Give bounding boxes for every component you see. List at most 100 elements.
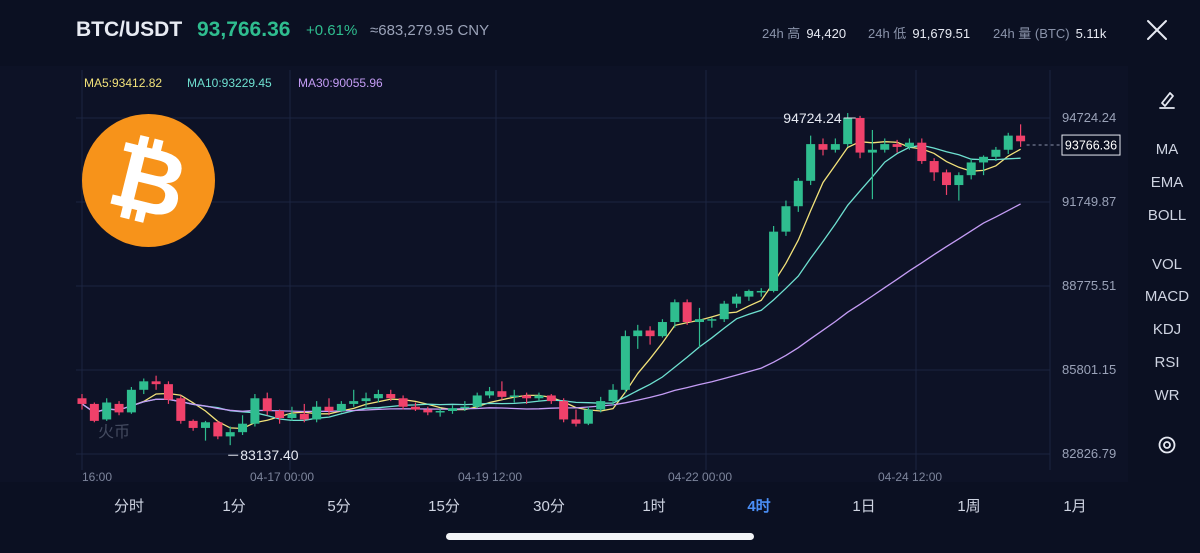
candle-body (139, 381, 149, 390)
x-tick-label: 04-24 12:00 (878, 470, 942, 484)
indicator-vol[interactable]: VOL (1151, 256, 1182, 273)
candle-body (102, 402, 112, 420)
candle-body (485, 391, 495, 396)
tab-4h[interactable]: 4时 (747, 498, 771, 515)
ma-lines (81, 141, 1021, 430)
candle-body (645, 330, 655, 337)
candle-body (571, 419, 581, 424)
candle-body (657, 322, 667, 337)
watermark-logo: 火币 (98, 424, 131, 441)
candle-body (719, 303, 729, 320)
ma5-line (81, 141, 1021, 430)
indicator-boll[interactable]: BOLL (1147, 207, 1187, 224)
candle-body (250, 398, 260, 424)
y-tick-label: 94724.24 (1062, 110, 1116, 125)
candle-body (670, 302, 680, 323)
candle-body (299, 413, 309, 420)
candle-body (904, 142, 914, 147)
candle-body (559, 401, 569, 420)
home-indicator[interactable] (446, 533, 754, 540)
candle-body (929, 161, 939, 173)
indicator-sidebar: MA EMA BOLL VOL MACD KDJ RSI WR (1128, 66, 1200, 486)
candle-body (942, 172, 951, 186)
candle-body (460, 406, 470, 409)
tab-1m[interactable]: 1分 (222, 498, 246, 515)
candle-body (732, 296, 742, 304)
tab-1h[interactable]: 1时 (642, 498, 666, 515)
candle-body (954, 175, 964, 186)
candle-body (608, 389, 618, 402)
candle-body (769, 231, 779, 291)
candle-body (126, 389, 136, 413)
candle-body (756, 290, 766, 293)
candle-body (917, 142, 927, 162)
candle-body (287, 413, 297, 419)
current-price-label: 93766.36 (1065, 139, 1117, 153)
stat-label: 24h 高 (762, 26, 801, 41)
tab-1d[interactable]: 1日 (852, 498, 876, 515)
candle-body (830, 144, 840, 150)
indicator-rsi[interactable]: RSI (1154, 354, 1180, 371)
indicator-ma[interactable]: MA (1155, 141, 1179, 158)
pen-icon[interactable] (1157, 90, 1177, 110)
cny-price: ≈683,279.95 CNY (370, 22, 490, 39)
indicator-kdj[interactable]: KDJ (1152, 321, 1182, 338)
stat-label: 24h 量 (BTC) (993, 26, 1070, 41)
candle-body (225, 432, 235, 437)
candle-body (843, 118, 853, 145)
candle-body (213, 422, 223, 437)
stat-value: 91,679.51 (912, 26, 971, 41)
annotations: 93766.36 94724.24 83137.40 (228, 110, 1121, 463)
ma30-legend: MA30:90055.96 (298, 76, 383, 90)
candle-body (386, 394, 396, 399)
candle-body (373, 394, 383, 399)
last-price: 93,766.36 (197, 18, 291, 41)
chart-grid (76, 70, 1051, 470)
tab-5m[interactable]: 5分 (327, 498, 351, 515)
indicator-wr[interactable]: WR (1154, 387, 1180, 404)
candle-body (262, 398, 272, 411)
tab-15m[interactable]: 15分 (428, 498, 460, 515)
tab-30m[interactable]: 30分 (533, 498, 565, 515)
candle-body (806, 144, 816, 181)
x-tick-label: 16:00 (82, 470, 112, 484)
candle-body (410, 406, 420, 410)
close-icon[interactable] (1146, 19, 1168, 41)
header: BTC/USDT 93,766.36 +0.61% ≈683,279.95 CN… (0, 0, 1200, 62)
candle-body (398, 398, 408, 407)
candle-body (966, 162, 976, 176)
tab-timeline[interactable]: 分时 (113, 498, 145, 515)
candle-body (522, 395, 532, 399)
stat-label: 24h 低 (868, 26, 907, 41)
candle-body (275, 410, 285, 419)
pair-title[interactable]: BTC/USDT (76, 18, 183, 41)
candle-body (89, 403, 99, 421)
price-change: +0.61% (306, 22, 358, 39)
candle-body (77, 398, 87, 404)
candle-body (114, 403, 124, 413)
x-tick-label: 04-19 12:00 (458, 470, 522, 484)
candle-body (534, 395, 544, 399)
gear-icon[interactable] (1157, 435, 1177, 455)
kline-chart[interactable]: 93766.36 94724.24 83137.40 94724.24 91749.8… (0, 66, 1128, 486)
y-tick-label: 82826.79 (1062, 446, 1116, 461)
stat-24h-volume: 24h 量 (BTC) 5.11k (993, 23, 1106, 42)
candle-body (1016, 135, 1026, 142)
candle-body (546, 395, 556, 402)
tab-1w[interactable]: 1周 (957, 498, 981, 515)
stat-24h-high: 24h 高 94,420 (762, 23, 846, 42)
candle-body (682, 302, 692, 323)
candle-body (176, 398, 186, 421)
y-tick-label: 91749.87 (1062, 194, 1116, 209)
indicator-ema[interactable]: EMA (1150, 174, 1184, 191)
candle-body (509, 395, 519, 397)
candle-body (880, 144, 890, 150)
indicator-macd[interactable]: MACD (1144, 288, 1190, 305)
candle-body (188, 420, 198, 428)
tab-1mo[interactable]: 1月 (1063, 498, 1087, 515)
stat-value: 5.11k (1075, 26, 1107, 41)
candle-body (695, 319, 704, 323)
stat-value: 94,420 (806, 26, 847, 41)
candle-body (238, 423, 248, 433)
x-axis: 16:00 04-17 00:00 04-19 12:00 04-22 00:00 04… (82, 470, 942, 484)
